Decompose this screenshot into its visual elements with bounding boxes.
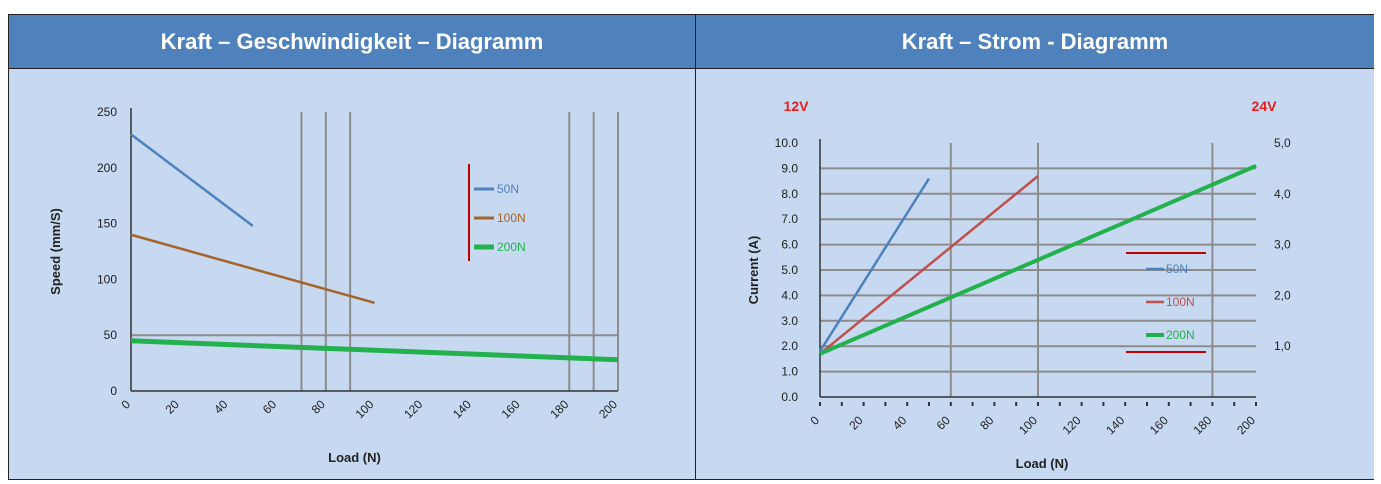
x-axis-label: Load (N) [328, 450, 381, 465]
y-tick-label: 200 [97, 161, 117, 175]
y-tick-label: 3.0 [781, 314, 798, 328]
x-tick-label: 100 [1016, 413, 1040, 437]
x-axis-label: Load (N) [1016, 456, 1069, 471]
legend-label: 50N [497, 182, 519, 196]
x-tick-label: 0 [118, 397, 133, 412]
y2-tick-label: 2,0 [1274, 288, 1291, 302]
series-line-50n [818, 177, 931, 352]
diagram-table: Kraft – Geschwindigkeit – Diagramm Kraft… [8, 14, 1374, 480]
x-tick-label: 200 [1234, 413, 1258, 437]
y2-tick-label: 4,0 [1274, 187, 1291, 201]
y-axis-label: Speed (mm/S) [48, 208, 63, 295]
x-tick-label: 140 [1103, 413, 1127, 437]
series-line-200n [819, 164, 1257, 356]
series-line-100n [819, 175, 1039, 355]
x-tick-label: 60 [934, 413, 954, 433]
x-tick-label: 100 [353, 397, 377, 421]
y-tick-label: 5.0 [781, 263, 798, 277]
y-tick-label: 50 [104, 328, 118, 342]
y-tick-label: 2.0 [781, 339, 798, 353]
y2-tick-label: 5,0 [1274, 136, 1291, 150]
left-axis-title: 12V [784, 98, 810, 114]
y2-tick-label: 1,0 [1274, 339, 1291, 353]
x-tick-label: 200 [596, 397, 620, 421]
y-tick-label: 1.0 [781, 365, 798, 379]
series-line-200n [130, 338, 619, 363]
x-tick-label: 40 [211, 397, 231, 417]
y-tick-label: 0 [110, 384, 117, 398]
legend-label: 200N [497, 240, 526, 254]
y-tick-label: 6.0 [781, 238, 798, 252]
x-tick-label: 20 [846, 413, 866, 433]
y-tick-label: 8.0 [781, 187, 798, 201]
legend-label: 50N [1166, 262, 1188, 276]
y-tick-label: 10.0 [775, 136, 799, 150]
x-tick-label: 40 [890, 413, 910, 433]
x-tick-label: 60 [260, 397, 280, 417]
left-header: Kraft – Geschwindigkeit – Diagramm [9, 15, 695, 68]
right-axis-title: 24V [1252, 98, 1278, 114]
series-line-100n [130, 233, 375, 305]
legend-label: 100N [497, 211, 526, 225]
x-tick-label: 0 [807, 413, 822, 428]
y2-tick-label: 3,0 [1274, 238, 1291, 252]
y-tick-label: 0.0 [781, 390, 798, 404]
x-tick-label: 80 [309, 397, 329, 417]
x-tick-label: 80 [977, 413, 997, 433]
legend-label: 100N [1166, 295, 1195, 309]
y-tick-label: 100 [97, 272, 117, 286]
x-tick-label: 180 [547, 397, 571, 421]
y-tick-label: 4.0 [781, 288, 798, 302]
current-chart-cell: 0.0 1.0 2.0 3.0 4.0 5.0 6.0 7.0 8.0 9.0 10.0 1,0 2,0… [696, 69, 1374, 479]
current-chart: 0.0 1.0 2.0 3.0 4.0 5.0 6.0 7.0 8.0 9.0 10.0 1,0 2,0… [746, 98, 1291, 471]
y-axis-label: Current (A) [746, 236, 761, 305]
speed-chart: 0 50 100 150 200 250 0 20 40 60 80 100 120 140 160 180 2… [48, 105, 620, 465]
x-tick-label: 20 [162, 397, 182, 417]
x-tick-label: 120 [1060, 413, 1084, 437]
y-tick-label: 7.0 [781, 212, 798, 226]
x-tick-label: 120 [401, 397, 425, 421]
x-tick-label: 180 [1190, 413, 1214, 437]
legend-label: 200N [1166, 328, 1195, 342]
y-tick-label: 9.0 [781, 161, 798, 175]
x-tick-label: 160 [499, 397, 523, 421]
y-tick-label: 250 [97, 105, 117, 119]
speed-chart-cell: 0 50 100 150 200 250 0 20 40 60 80 100 120 140 160 180 2… [9, 69, 695, 479]
y-tick-label: 150 [97, 217, 117, 231]
x-tick-label: 160 [1147, 413, 1171, 437]
right-header: Kraft – Strom - Diagramm [696, 15, 1374, 68]
series-line-50n [130, 133, 254, 227]
x-tick-label: 140 [450, 397, 474, 421]
